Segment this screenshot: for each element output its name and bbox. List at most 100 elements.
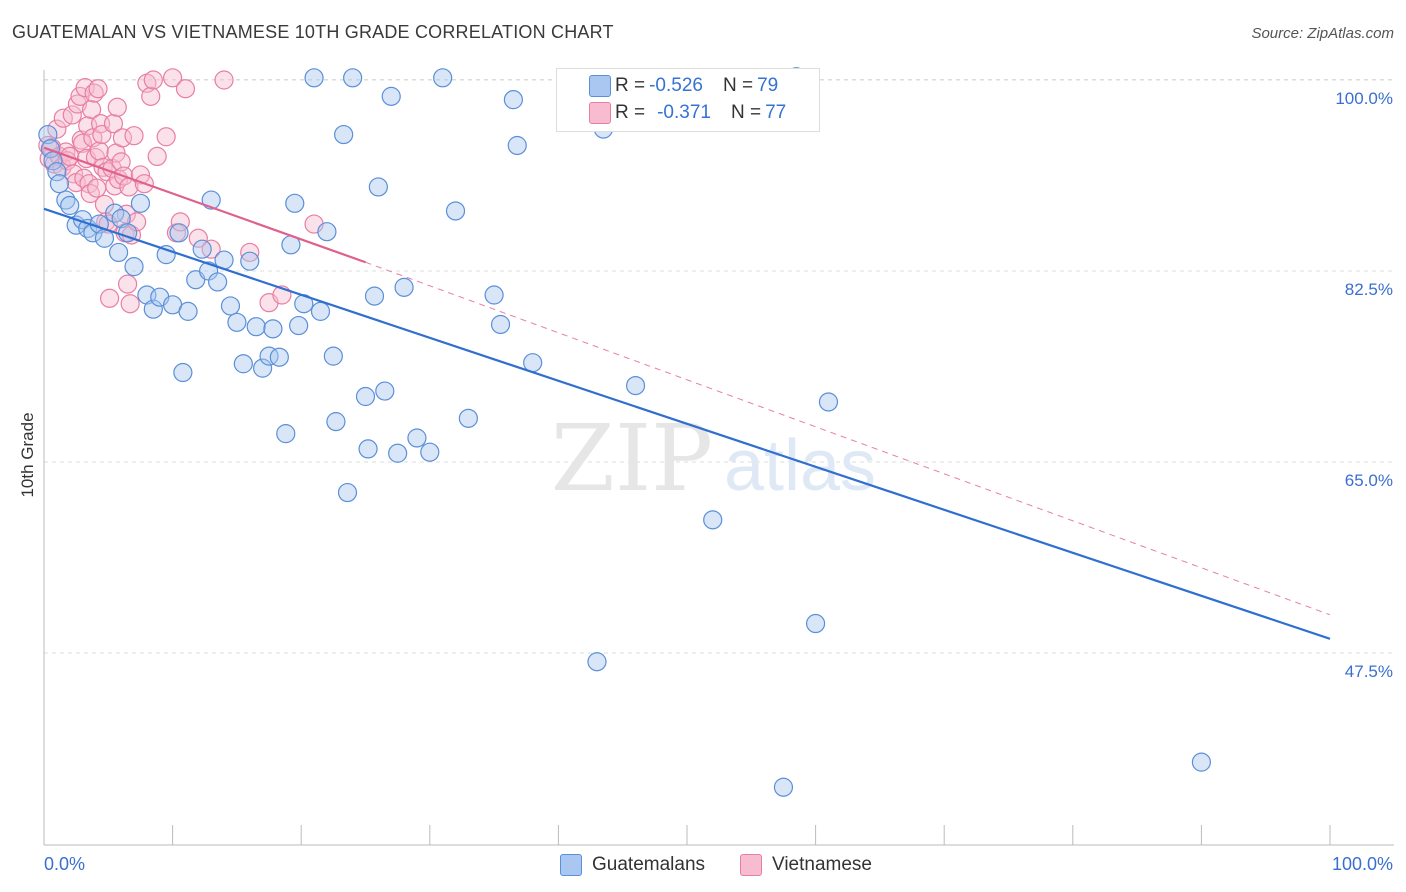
guatemalan-point xyxy=(108,242,129,263)
guatemalan-point xyxy=(1191,752,1212,772)
vietnamese-point xyxy=(188,228,208,248)
legend-label-guatemalans: Guatemalans xyxy=(592,854,706,875)
watermark: ZIP atlas xyxy=(551,405,876,512)
x-tick-label: 0.0% xyxy=(44,854,85,874)
guatemalan-point xyxy=(143,299,163,319)
y-tick-label: 65.0% xyxy=(1345,471,1393,490)
guatemalan-trend-line xyxy=(43,207,1331,640)
guatemalan-point xyxy=(246,317,266,337)
vietnamese-point xyxy=(103,114,124,134)
x-tick-label: 100.0% xyxy=(1332,854,1393,874)
guatemalan-point xyxy=(323,346,343,366)
guatemalan-point xyxy=(587,652,607,672)
guatemalan-point xyxy=(484,285,504,305)
guatemalan-point xyxy=(263,319,283,339)
guatemalan-point xyxy=(253,358,273,378)
tick-labels: 100.0% 82.5% 65.0% 47.5% 0.0% 100.0% xyxy=(44,89,1393,874)
blue-swatch xyxy=(589,75,611,97)
y-tick-label: 100.0% xyxy=(1335,89,1393,108)
vietnamese-point xyxy=(99,288,120,308)
vietnamese-point xyxy=(141,86,161,106)
guatemalan-point xyxy=(130,193,151,213)
vietnamese-trend-line xyxy=(43,146,366,264)
n-value: 79 xyxy=(757,75,779,96)
blue-swatch xyxy=(560,854,582,876)
vietnamese-point xyxy=(143,70,163,90)
guatemalan-point xyxy=(773,777,794,797)
guatemalan-point xyxy=(40,139,61,159)
watermark-zip: ZIP xyxy=(551,405,713,512)
vietnamese-point xyxy=(72,133,93,153)
n-value: 77 xyxy=(765,102,787,123)
guatemalan-point xyxy=(192,239,212,259)
legend-row-guatemalans: R = -0.526 N = 79 xyxy=(589,73,779,99)
guatemalan-point xyxy=(507,135,527,156)
guatemalan-point xyxy=(111,209,131,229)
guatemalan-point xyxy=(388,443,408,463)
guatemalan-point xyxy=(703,510,723,530)
legend-label-vietnamese: Vietnamese xyxy=(772,854,872,875)
guatemalan-point xyxy=(355,386,376,407)
vietnamese-point xyxy=(87,178,107,198)
source-label: Source: ZipAtlas.com xyxy=(1251,25,1394,42)
guatemalan-point xyxy=(326,412,346,432)
guatemalan-point xyxy=(173,362,193,383)
guatemalan-point xyxy=(381,86,401,106)
guatemalan-point xyxy=(368,177,388,197)
guatemalan-point xyxy=(259,346,279,366)
vietnamese-point xyxy=(81,99,102,120)
guatemalan-point xyxy=(317,222,337,242)
vietnamese-point xyxy=(88,79,108,99)
guatemalan-point xyxy=(375,381,395,401)
guatemalan-point xyxy=(805,613,826,634)
vietnamese-point xyxy=(147,146,167,166)
guatemalan-point xyxy=(490,314,511,335)
vietnamese-point xyxy=(47,119,67,139)
guatemalan-point xyxy=(269,347,289,367)
guatemalan-point xyxy=(227,312,247,332)
vietnamese-point xyxy=(163,68,183,88)
watermark-atlas: atlas xyxy=(724,426,876,506)
guatemalan-point xyxy=(240,251,260,271)
legend-row-vietnamese: R = -0.371 N = 77 xyxy=(589,100,787,126)
bottom-legend-guatemalans: Guatemalans xyxy=(560,852,705,878)
guatemalan-point xyxy=(433,68,453,88)
guatemalan-point xyxy=(208,272,228,292)
y-tick-label: 82.5% xyxy=(1345,280,1393,299)
vietnamese-point xyxy=(67,94,88,114)
guatemalan-point xyxy=(285,193,305,213)
r-value: -0.526 xyxy=(649,75,703,96)
vietnamese-point xyxy=(89,141,109,161)
guatemalan-point xyxy=(60,195,80,216)
guatemalan-point xyxy=(420,442,440,462)
r-value: -0.371 xyxy=(657,102,711,123)
guatemalan-point xyxy=(364,286,385,306)
guatemalan-point xyxy=(343,68,363,88)
guatemalan-point xyxy=(407,428,427,448)
guatemalan-point xyxy=(818,392,839,412)
guatemalan-point xyxy=(445,201,466,221)
y-tick-label: 47.5% xyxy=(1345,662,1393,681)
pink-swatch xyxy=(740,854,762,876)
guatemalan-point xyxy=(124,257,144,277)
n-label: N = xyxy=(722,75,754,96)
trend-lines xyxy=(43,146,1331,640)
guatemalan-point xyxy=(394,277,414,297)
guatemalan-point xyxy=(233,354,253,374)
guatemalan-point xyxy=(220,296,241,316)
vietnamese-point xyxy=(120,294,140,314)
n-label: N = xyxy=(730,102,762,123)
vietnamese-point xyxy=(214,70,234,90)
guatemalan-point xyxy=(47,162,67,182)
guatemalan-point xyxy=(304,68,324,88)
vietnamese-point xyxy=(111,152,131,172)
vietnamese-points xyxy=(38,68,324,314)
guatemalan-point xyxy=(289,315,309,336)
chart-title: GUATEMALAN VS VIETNAMESE 10TH GRADE CORR… xyxy=(12,22,614,42)
stats-legend: R = -0.526 N = 79 R = -0.371 N = 77 xyxy=(556,68,820,132)
guatemalan-point xyxy=(337,482,358,503)
r-label: R = xyxy=(615,75,646,96)
r-label: R = xyxy=(615,102,646,123)
guatemalan-point xyxy=(334,124,354,145)
